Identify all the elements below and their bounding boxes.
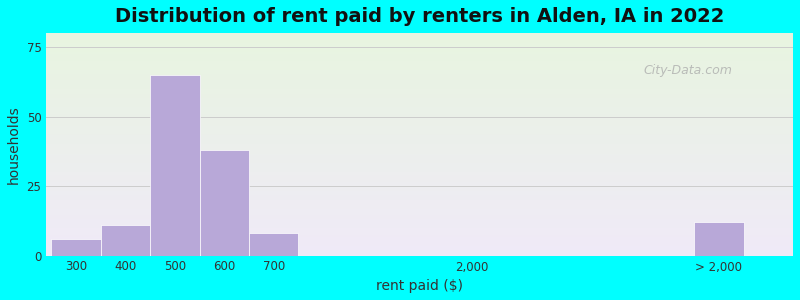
Bar	[101, 225, 150, 256]
Bar	[694, 222, 743, 256]
Bar	[150, 75, 199, 256]
Text: City-Data.com: City-Data.com	[644, 64, 733, 77]
X-axis label: rent paid ($): rent paid ($)	[376, 279, 463, 293]
Title: Distribution of rent paid by renters in Alden, IA in 2022: Distribution of rent paid by renters in …	[115, 7, 724, 26]
Bar	[51, 239, 101, 256]
Y-axis label: households: households	[7, 105, 21, 184]
Bar	[199, 150, 249, 256]
Bar	[249, 233, 298, 256]
